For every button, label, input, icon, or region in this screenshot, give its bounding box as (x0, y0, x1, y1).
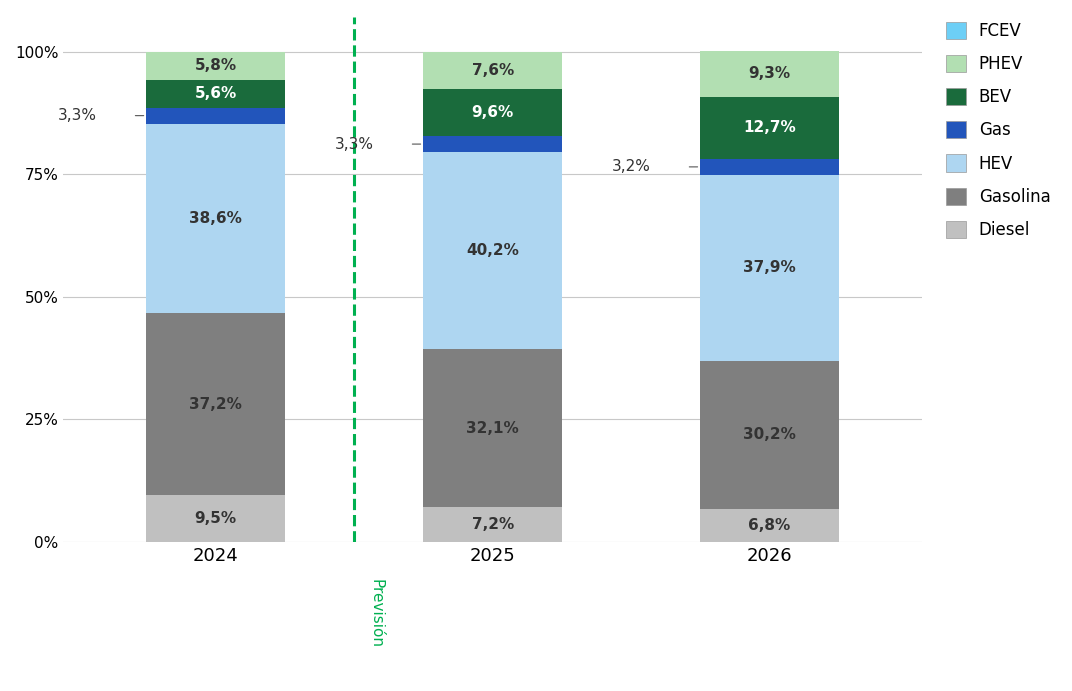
Text: 5,6%: 5,6% (194, 86, 237, 102)
Text: 40,2%: 40,2% (466, 243, 519, 258)
Legend: FCEV, PHEV, BEV, Gas, HEV, Gasolina, Diesel: FCEV, PHEV, BEV, Gas, HEV, Gasolina, Die… (939, 15, 1057, 245)
Text: 3,3%: 3,3% (334, 137, 373, 151)
Text: 32,1%: 32,1% (466, 421, 519, 435)
Bar (423, 507, 562, 542)
Text: 3,3%: 3,3% (58, 108, 96, 123)
Bar (423, 136, 562, 152)
Text: 6,8%: 6,8% (748, 518, 791, 533)
Text: 37,9%: 37,9% (743, 261, 796, 275)
Text: 9,5%: 9,5% (195, 511, 237, 527)
Bar (423, 89, 562, 136)
Text: 7,2%: 7,2% (472, 517, 513, 532)
Bar (147, 80, 285, 108)
Text: 38,6%: 38,6% (190, 211, 242, 226)
Bar (700, 361, 839, 509)
Bar (147, 52, 285, 80)
Bar (423, 152, 562, 350)
Text: 9,3%: 9,3% (748, 66, 791, 82)
Text: 30,2%: 30,2% (743, 427, 796, 442)
Bar (423, 350, 562, 507)
Text: 3,2%: 3,2% (612, 160, 651, 174)
Bar (700, 175, 839, 361)
Bar (147, 124, 285, 313)
Text: 9,6%: 9,6% (472, 105, 513, 120)
Bar (147, 313, 285, 495)
Bar (700, 51, 839, 97)
Bar (700, 97, 839, 159)
Text: 12,7%: 12,7% (743, 120, 796, 135)
Text: 5,8%: 5,8% (195, 58, 237, 73)
Text: Previsión: Previsión (368, 579, 383, 648)
Bar (700, 159, 839, 175)
Text: 7,6%: 7,6% (472, 63, 513, 78)
Text: 37,2%: 37,2% (190, 397, 242, 412)
Bar (147, 108, 285, 124)
Bar (423, 52, 562, 89)
Bar (147, 495, 285, 542)
Bar (700, 509, 839, 542)
